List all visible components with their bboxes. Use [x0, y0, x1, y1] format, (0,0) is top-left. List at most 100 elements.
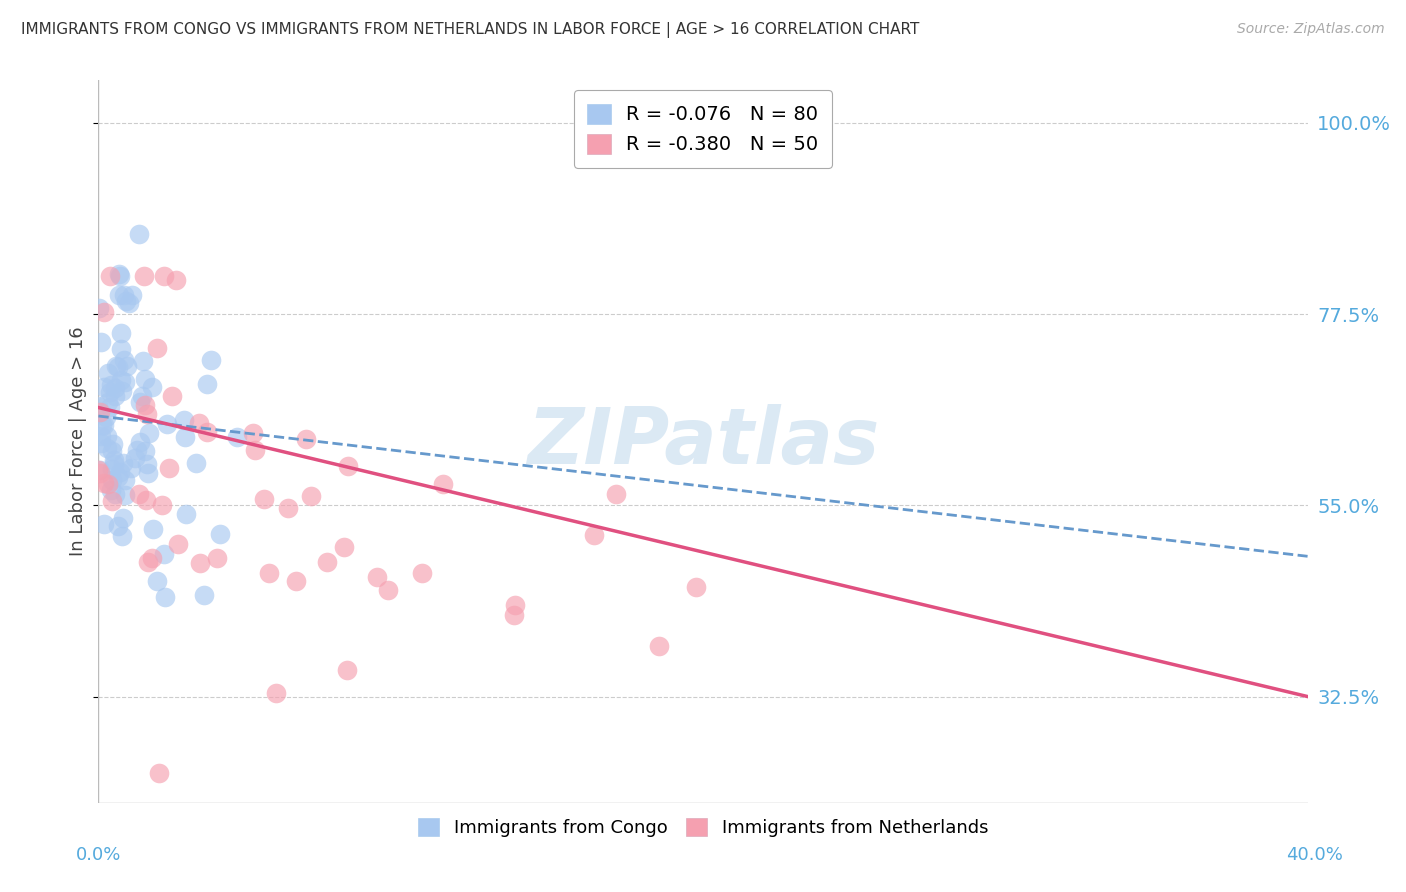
Point: [184, 456, 207, 470]
Point: [100, 483, 122, 497]
Point: [114, 473, 136, 487]
Point: [93, 305, 115, 319]
Point: [134, 444, 156, 458]
Point: [156, 417, 179, 432]
Point: [98, 384, 121, 399]
Point: [136, 555, 159, 569]
Point: [104, 359, 127, 373]
Point: [90, 335, 112, 350]
Point: [146, 341, 169, 355]
Point: [138, 425, 160, 440]
Point: [107, 267, 129, 281]
Point: [142, 522, 165, 536]
Point: [174, 430, 197, 444]
Point: [100, 494, 122, 508]
Point: [94, 410, 117, 425]
Point: [257, 566, 280, 580]
Point: [93, 417, 115, 432]
Point: [112, 353, 135, 368]
Point: [97, 366, 120, 380]
Point: [112, 288, 135, 302]
Point: [98, 400, 121, 414]
Point: [195, 425, 218, 439]
Point: [114, 375, 136, 389]
Point: [98, 268, 121, 283]
Point: [173, 413, 195, 427]
Point: [136, 466, 159, 480]
Point: [152, 268, 174, 283]
Point: [208, 527, 231, 541]
Point: [135, 492, 157, 507]
Point: [111, 384, 134, 398]
Point: [141, 551, 163, 566]
Point: [89, 463, 111, 477]
Point: [648, 639, 671, 653]
Text: ZIPatlas: ZIPatlas: [527, 403, 879, 480]
Point: [134, 398, 156, 412]
Point: [107, 519, 129, 533]
Point: [87, 400, 110, 414]
Point: [366, 570, 388, 584]
Point: [120, 461, 142, 475]
Point: [96, 429, 118, 443]
Point: [97, 477, 120, 491]
Point: [193, 588, 215, 602]
Point: [101, 474, 124, 488]
Point: [132, 353, 155, 368]
Point: [377, 582, 399, 597]
Point: [337, 458, 360, 473]
Point: [110, 528, 132, 542]
Point: [242, 425, 264, 440]
Point: [107, 469, 129, 483]
Point: [150, 498, 173, 512]
Point: [100, 377, 122, 392]
Y-axis label: In Labor Force | Age > 16: In Labor Force | Age > 16: [69, 326, 87, 557]
Point: [165, 273, 187, 287]
Point: [89, 466, 111, 480]
Point: [128, 435, 150, 450]
Point: [90, 417, 112, 432]
Point: [89, 405, 111, 419]
Point: [93, 475, 115, 490]
Point: [135, 407, 157, 421]
Point: [101, 461, 124, 475]
Point: [111, 510, 134, 524]
Point: [104, 388, 127, 402]
Point: [90, 429, 112, 443]
Point: [108, 288, 131, 302]
Point: [277, 500, 299, 515]
Point: [110, 269, 132, 284]
Point: [97, 394, 120, 409]
Point: [432, 476, 454, 491]
Point: [101, 444, 124, 458]
Point: [132, 268, 155, 283]
Point: [136, 457, 159, 471]
Point: [174, 507, 197, 521]
Point: [111, 456, 134, 470]
Point: [155, 590, 177, 604]
Point: [333, 540, 356, 554]
Point: [253, 491, 276, 506]
Point: [117, 359, 139, 373]
Point: [103, 457, 125, 471]
Point: [582, 528, 605, 542]
Point: [685, 580, 707, 594]
Point: [115, 294, 138, 309]
Point: [131, 389, 153, 403]
Point: [107, 360, 129, 375]
Point: [121, 287, 143, 301]
Point: [124, 451, 146, 466]
Point: [110, 342, 132, 356]
Point: [127, 442, 149, 457]
Point: [104, 487, 127, 501]
Point: [166, 537, 188, 551]
Point: [114, 488, 136, 502]
Point: [103, 452, 125, 467]
Point: [110, 465, 132, 479]
Text: 0.0%: 0.0%: [76, 846, 121, 863]
Text: 40.0%: 40.0%: [1286, 846, 1343, 863]
Point: [285, 574, 308, 588]
Point: [104, 381, 127, 395]
Point: [505, 599, 527, 613]
Point: [294, 432, 316, 446]
